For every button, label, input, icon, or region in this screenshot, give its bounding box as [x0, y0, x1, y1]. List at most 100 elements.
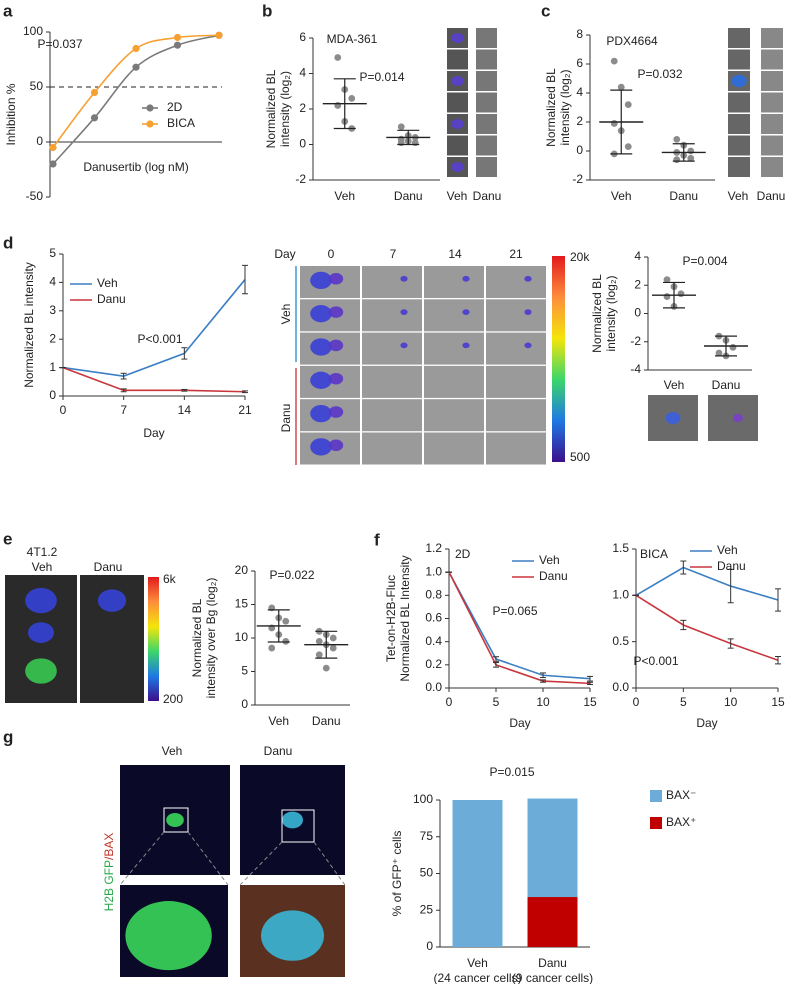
- y-axis-title: Inhibition %: [4, 83, 18, 145]
- series-line: [635, 594, 779, 661]
- point: [617, 83, 625, 91]
- photo: [476, 28, 497, 48]
- annotation: P=0.065: [492, 604, 537, 618]
- photo: [486, 432, 546, 465]
- photo: [728, 28, 750, 48]
- bar-segment: [527, 798, 578, 898]
- y-axis-title: Normalized BL: [264, 69, 278, 148]
- photo-signal: [25, 658, 57, 684]
- colorbar: [552, 256, 565, 462]
- image-axis-label: Day: [274, 247, 295, 261]
- photo: [362, 365, 422, 398]
- photo-signal: [328, 273, 344, 285]
- y-axis-title: Normalized BL: [590, 274, 604, 353]
- day-label: 21: [509, 247, 523, 261]
- photo-signal: [282, 811, 303, 829]
- y-tick-label: 0.2: [425, 657, 442, 671]
- point: [610, 57, 618, 65]
- photo: [728, 135, 750, 156]
- y-tick-label: 0.4: [425, 634, 442, 648]
- image-label: Veh: [162, 744, 183, 758]
- photo: [761, 28, 783, 48]
- photo: [486, 299, 546, 332]
- photo: [476, 49, 497, 70]
- stain-red: /BAX: [102, 833, 116, 860]
- zoom-box: [281, 809, 315, 843]
- y-axis-title: Tet-on-H2B-Fluc: [384, 575, 398, 662]
- y-tick-label: 0.0: [425, 680, 442, 694]
- point: [663, 293, 671, 300]
- bar-segment: [527, 897, 578, 947]
- y-axis-title: Normalized BL: [190, 598, 204, 677]
- y-tick-label: -50: [26, 189, 44, 203]
- legend-label: Danu: [717, 559, 746, 573]
- y-tick-label: 1.2: [425, 541, 442, 555]
- photo-signal: [328, 339, 344, 352]
- colorbar-label: 200: [163, 692, 183, 706]
- chart-title: PDX4664: [606, 34, 658, 48]
- stain-label: H2B GFP/BAX: [102, 833, 116, 912]
- annotation: P<0.001: [633, 654, 678, 668]
- photo-signal: [400, 309, 408, 315]
- photo: [424, 399, 484, 432]
- point: [673, 136, 681, 143]
- point: [624, 101, 632, 108]
- series-line: [62, 366, 246, 393]
- photo-signal: [310, 404, 332, 423]
- y-tick-label: 5: [241, 664, 248, 678]
- y-tick-label: 0: [634, 306, 641, 320]
- y-tick-label: 0.0: [612, 680, 629, 694]
- series-line: [62, 279, 246, 377]
- series-line: [448, 571, 591, 685]
- y-tick-label: 5: [49, 246, 56, 260]
- photo-signal: [261, 910, 324, 961]
- zoom-guide: [119, 831, 165, 886]
- photo: [728, 49, 750, 70]
- photo: [476, 71, 497, 91]
- legend-label: 2D: [167, 100, 183, 114]
- photo: [761, 157, 783, 177]
- photo: [424, 299, 484, 332]
- x-tick-note: (9 cancer cells): [512, 971, 593, 984]
- panel-letter: e: [3, 529, 12, 548]
- x-tick-label: 0: [633, 695, 640, 709]
- panel-letter: a: [3, 1, 13, 20]
- day-label: 14: [448, 247, 462, 261]
- photo-signal: [328, 306, 344, 318]
- x-axis-title: Day: [143, 426, 164, 440]
- y-tick-label: -2: [295, 172, 306, 186]
- photo-signal: [451, 32, 464, 44]
- photo: [362, 332, 422, 365]
- annotation: P=0.014: [359, 70, 404, 84]
- photo-signal: [310, 438, 332, 456]
- photo-signal: [125, 901, 212, 971]
- point: [715, 349, 723, 357]
- point: [397, 139, 405, 147]
- y-tick-label: 0.6: [425, 611, 442, 625]
- photo: [761, 92, 783, 113]
- x-tick-label: 5: [680, 695, 687, 709]
- point: [329, 634, 337, 642]
- y-axis-title: % of GFP⁺ cells: [390, 831, 404, 917]
- photo: [447, 92, 468, 113]
- panel-letter: d: [3, 233, 13, 252]
- y-axis-title: Normalized BL intensity: [22, 262, 36, 388]
- y-tick-label: 0: [426, 939, 433, 953]
- y-tick-label: 1.0: [612, 588, 629, 602]
- series-line: [52, 34, 220, 165]
- photo: [486, 399, 546, 432]
- panel-letter: f: [374, 530, 380, 549]
- photo: [424, 432, 484, 465]
- y-tick-label: 4: [576, 85, 583, 99]
- point: [315, 651, 323, 659]
- x-tick-label: Veh: [268, 714, 289, 728]
- y-tick-label: 100: [23, 24, 43, 38]
- legend-label: Danu: [539, 569, 568, 583]
- y-tick-label: 0: [299, 137, 306, 151]
- x-tick-label: Danu: [712, 378, 741, 392]
- x-tick-label: 15: [771, 695, 785, 709]
- x-tick-label: Veh: [664, 378, 685, 392]
- y-tick-label: 50: [420, 866, 434, 880]
- point: [322, 664, 330, 672]
